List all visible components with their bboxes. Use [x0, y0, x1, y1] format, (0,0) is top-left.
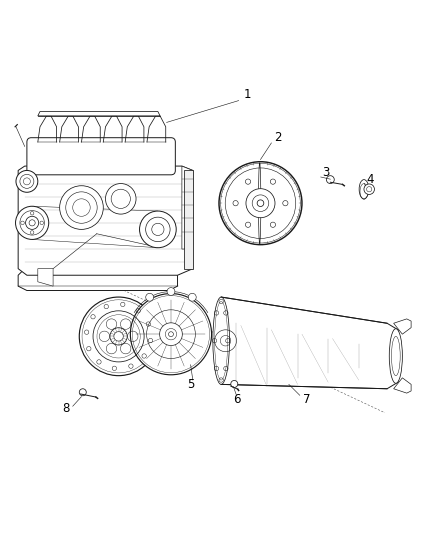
Ellipse shape	[213, 297, 230, 384]
Text: 5: 5	[187, 378, 194, 391]
Polygon shape	[18, 269, 177, 290]
Text: 8: 8	[63, 402, 70, 415]
Circle shape	[106, 183, 136, 214]
Polygon shape	[38, 269, 53, 286]
Ellipse shape	[389, 329, 403, 383]
Circle shape	[326, 176, 334, 183]
Circle shape	[167, 288, 175, 295]
Circle shape	[15, 206, 49, 239]
Polygon shape	[182, 166, 193, 249]
Polygon shape	[394, 319, 411, 334]
Text: 2: 2	[274, 131, 282, 144]
Circle shape	[188, 293, 196, 301]
Circle shape	[131, 294, 212, 375]
Circle shape	[146, 293, 154, 301]
Circle shape	[169, 332, 173, 337]
Text: 6: 6	[233, 393, 240, 406]
Circle shape	[246, 189, 275, 217]
Ellipse shape	[117, 298, 119, 375]
FancyBboxPatch shape	[27, 138, 175, 175]
Circle shape	[231, 381, 238, 387]
Circle shape	[16, 171, 38, 192]
Text: 3: 3	[322, 166, 330, 179]
Circle shape	[219, 161, 302, 245]
Ellipse shape	[169, 295, 171, 374]
Ellipse shape	[258, 163, 261, 244]
Polygon shape	[18, 166, 193, 275]
Circle shape	[79, 389, 86, 395]
Text: 1: 1	[244, 87, 251, 101]
Circle shape	[60, 185, 103, 229]
Polygon shape	[394, 378, 411, 393]
Circle shape	[140, 211, 176, 248]
Text: 4: 4	[366, 173, 373, 185]
Circle shape	[79, 297, 158, 376]
Text: 7: 7	[303, 393, 310, 406]
Ellipse shape	[359, 180, 369, 199]
Circle shape	[257, 200, 264, 206]
Polygon shape	[184, 171, 193, 269]
Circle shape	[364, 184, 374, 195]
Polygon shape	[38, 111, 160, 116]
Polygon shape	[221, 297, 400, 389]
